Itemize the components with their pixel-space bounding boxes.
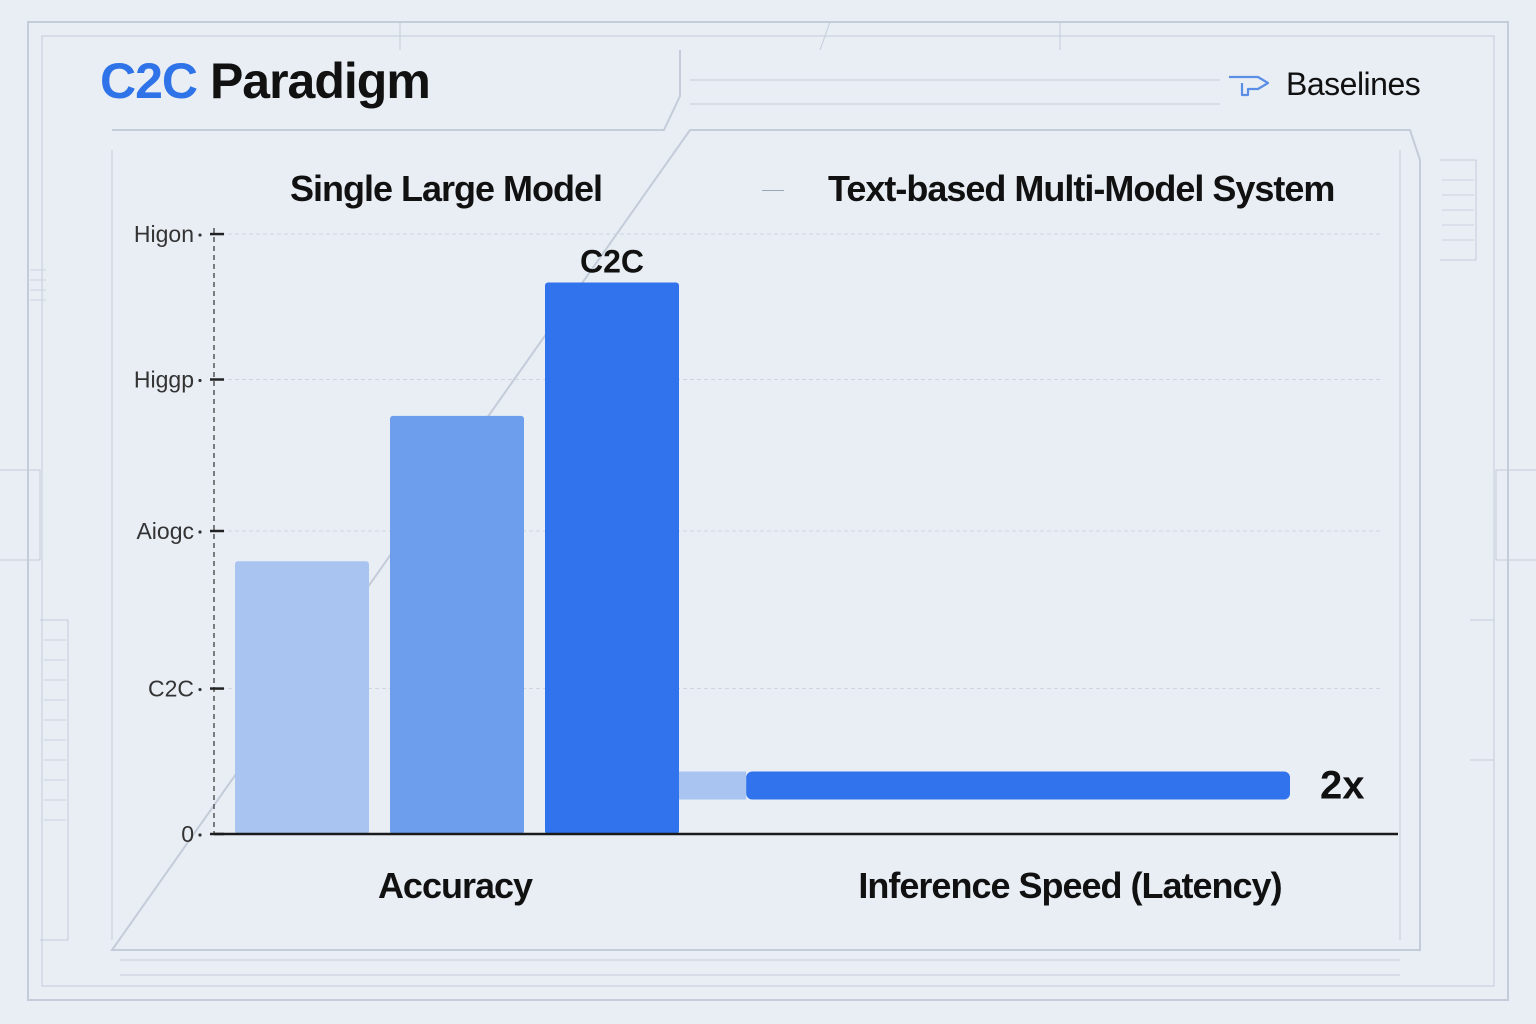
x-label-latency: Inference Speed (Latency) — [858, 865, 1281, 906]
y-tick-dot-3 — [198, 378, 202, 383]
accuracy-bar-0 — [235, 561, 369, 834]
y-tick-label-4: Higon — [134, 221, 194, 247]
y-tick-dot-2 — [198, 530, 202, 534]
y-tick-label-2: Aiogc — [136, 518, 194, 544]
accuracy-bar-1 — [390, 415, 524, 834]
legend-label: Baselines — [1286, 65, 1421, 102]
latency-annotation: 2x — [1320, 764, 1365, 808]
y-tick-dot-4 — [198, 233, 202, 237]
latency-bar-segment-0 — [679, 771, 747, 800]
y-tick-label-0: 0 — [181, 821, 194, 847]
y-tick-label-1: C2C — [148, 676, 194, 702]
group-label-single-model: Single Large Model — [290, 168, 603, 209]
legend: Baselines — [1226, 62, 1421, 106]
x-label-accuracy: Accuracy — [378, 865, 533, 906]
page-title: C2C Paradigm — [100, 52, 431, 110]
title-main: Paradigm — [209, 53, 431, 109]
accuracy-bar-2 — [545, 282, 679, 834]
flow-arrow-icon — [1226, 67, 1272, 102]
y-tick-label-3: Higgp — [134, 367, 194, 393]
group-separator — [762, 190, 784, 191]
group-label-multi-model: Text-based Multi-Model System — [828, 168, 1335, 209]
y-tick-dot-1 — [198, 687, 202, 692]
title-accent: C2C — [100, 53, 198, 109]
latency-bar-segment-1 — [746, 771, 1290, 800]
accuracy-bar-label-2: C2C — [580, 244, 644, 280]
y-tick-dot-0 — [198, 833, 202, 837]
